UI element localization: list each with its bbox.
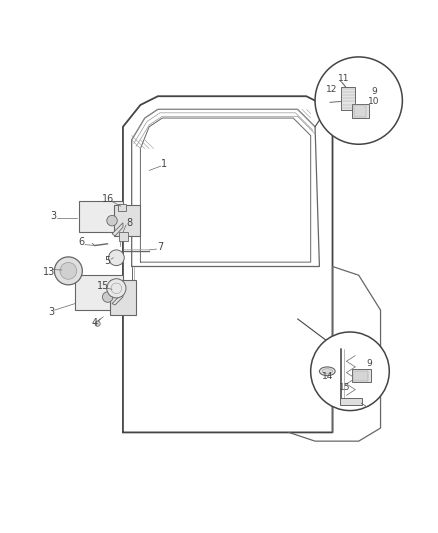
Text: 1: 1: [161, 159, 167, 169]
Text: 8: 8: [127, 218, 133, 228]
Circle shape: [311, 332, 389, 410]
Text: 6: 6: [78, 238, 85, 247]
Circle shape: [54, 257, 82, 285]
Circle shape: [60, 262, 77, 279]
Text: 13: 13: [42, 266, 55, 277]
Text: 9: 9: [371, 87, 377, 96]
Text: 4: 4: [92, 318, 98, 328]
Bar: [118, 204, 127, 211]
Circle shape: [107, 279, 126, 298]
Bar: [119, 231, 128, 241]
Bar: [341, 87, 355, 110]
Text: 14: 14: [321, 372, 333, 381]
Ellipse shape: [319, 367, 335, 376]
Bar: [114, 205, 141, 236]
Text: 3: 3: [50, 211, 56, 221]
Polygon shape: [112, 293, 123, 305]
Text: 16: 16: [102, 194, 114, 204]
Bar: [110, 280, 136, 314]
Circle shape: [107, 215, 117, 226]
Circle shape: [102, 292, 113, 302]
Text: 7: 7: [157, 242, 163, 252]
Bar: [340, 398, 362, 405]
Text: 12: 12: [325, 85, 337, 94]
Circle shape: [109, 250, 124, 265]
Bar: [352, 369, 371, 382]
Polygon shape: [112, 223, 123, 236]
Bar: [352, 104, 369, 118]
Bar: [353, 372, 368, 381]
Bar: [75, 275, 123, 310]
Text: 10: 10: [368, 97, 380, 106]
Text: 9: 9: [367, 359, 372, 368]
Text: 15: 15: [339, 383, 350, 392]
Text: 3: 3: [48, 308, 54, 317]
Ellipse shape: [322, 369, 332, 374]
Circle shape: [315, 57, 403, 144]
Text: 15: 15: [97, 281, 110, 291]
Bar: [79, 201, 123, 231]
Text: 5: 5: [105, 256, 111, 266]
Circle shape: [95, 321, 100, 326]
Bar: [354, 106, 366, 117]
Text: 11: 11: [338, 74, 349, 83]
